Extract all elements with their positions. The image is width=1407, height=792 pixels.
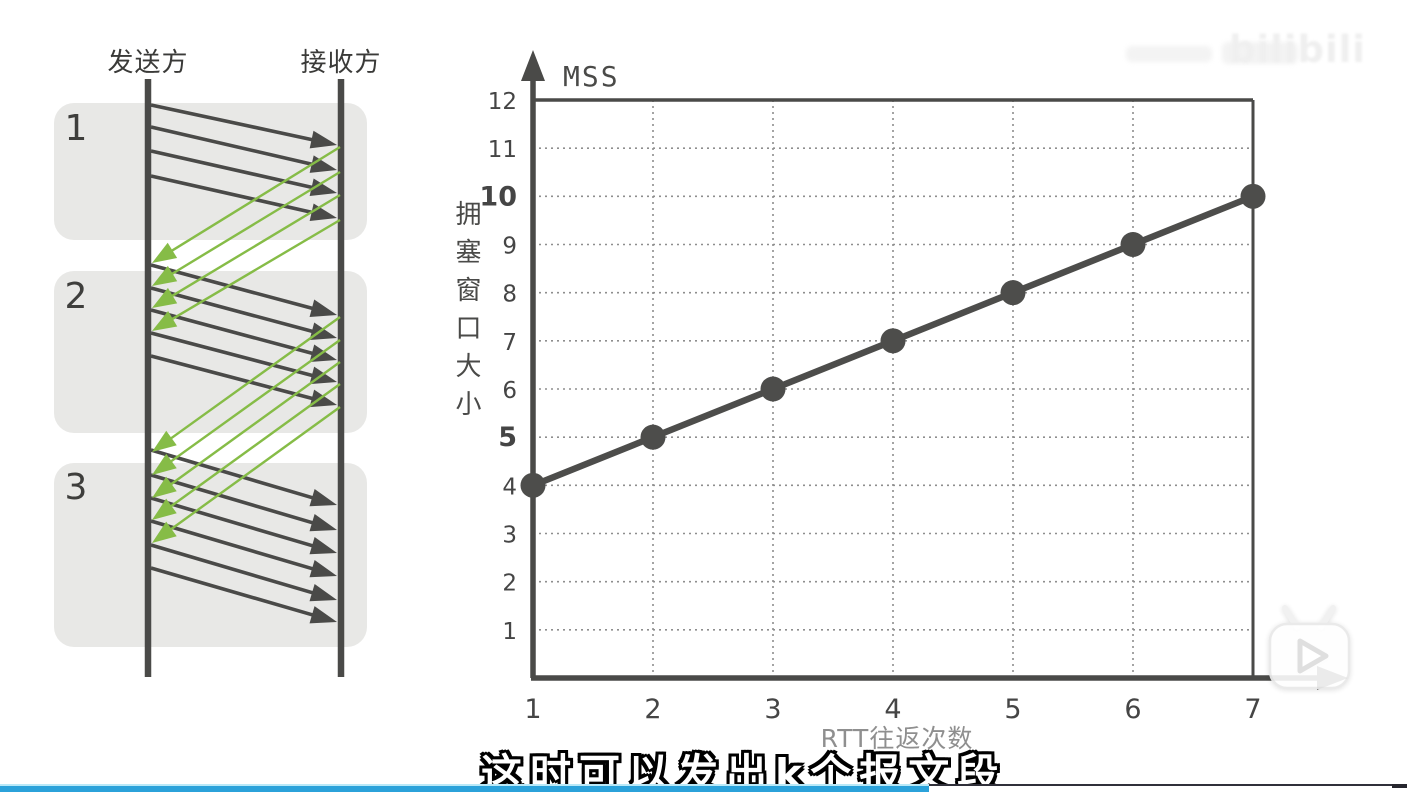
round-label-1: 1 <box>65 108 88 149</box>
y-tick-label: 2 <box>502 571 517 597</box>
segment-arrow-head <box>309 389 337 408</box>
segment-arrow <box>150 496 315 548</box>
segment-arrow <box>150 286 315 334</box>
segment-arrow <box>150 331 315 378</box>
y-tick-label: 9 <box>502 234 517 260</box>
x-tick-label: 3 <box>764 694 781 725</box>
ack-arrow <box>169 316 341 441</box>
data-point-x5 <box>1000 280 1026 306</box>
ack-arrow <box>170 218 341 321</box>
segment-arrow-head <box>309 488 337 507</box>
ack-arrow-head <box>152 521 177 543</box>
receiver-header: 接收方 <box>300 48 382 78</box>
segment-arrow <box>150 354 315 401</box>
segment-arrow-head <box>309 178 337 197</box>
segment-arrow-head <box>309 322 337 340</box>
y-tick-label: 3 <box>502 523 517 549</box>
video-progress-bar[interactable] <box>0 784 1407 792</box>
ack-arrow <box>169 339 341 464</box>
segment-arrow-head <box>309 606 337 624</box>
segment-arrow <box>150 263 315 311</box>
sequence-diagram: 1 2 3 <box>54 79 367 677</box>
ack-arrow-head <box>152 453 177 475</box>
y-tick-label: 12 <box>488 89 517 115</box>
segment-arrow-head <box>309 513 337 532</box>
data-point-x1 <box>520 472 546 498</box>
round-box-3 <box>54 463 367 647</box>
segment-arrow-head <box>309 155 337 173</box>
ack-arrow-head <box>152 430 177 452</box>
x-tick-label: 6 <box>1124 694 1141 725</box>
ack-arrow-head <box>152 311 178 331</box>
segment-arrow <box>150 103 314 142</box>
y-tick-label: 5 <box>498 422 517 453</box>
y-tick-label: 4 <box>502 474 517 500</box>
y-axis-arrow-icon <box>521 50 545 81</box>
data-point-x3 <box>760 376 786 402</box>
y-tick-label: 7 <box>502 330 517 356</box>
ack-arrow-head <box>152 498 177 520</box>
y-tick-label: 6 <box>502 378 517 404</box>
y-axis-title: 拥塞窗口大小 <box>451 200 481 428</box>
data-point-x2 <box>640 424 666 450</box>
segment-arrow <box>150 519 315 571</box>
ack-arrow-head <box>152 265 178 286</box>
sender-header: 发送方 <box>107 48 189 78</box>
ack-arrow <box>170 193 341 298</box>
y-tick-label: 10 <box>479 181 517 212</box>
y-tick-label: 11 <box>488 137 517 163</box>
segment-arrow-head <box>309 130 337 149</box>
ack-arrow <box>169 383 341 509</box>
segment-arrow-head <box>309 559 337 578</box>
segment-arrow <box>150 543 315 595</box>
ack-arrow-head <box>152 476 177 498</box>
round-label-3: 3 <box>65 467 88 508</box>
segment-arrow <box>150 125 315 167</box>
segment-arrow-head <box>309 536 337 555</box>
segment-arrow <box>150 174 314 215</box>
progress-end-cap <box>1392 784 1407 788</box>
x-tick-label: 4 <box>884 694 901 725</box>
x-tick-label: 1 <box>524 694 541 725</box>
x-tick-label: 2 <box>644 694 661 725</box>
y-tick-label: 1 <box>502 619 517 645</box>
segment-arrow-head <box>309 583 337 602</box>
ack-arrow <box>169 406 341 532</box>
play-triangle-icon <box>1297 638 1329 674</box>
ack-arrow-head <box>152 287 178 308</box>
segment-arrow-head <box>309 299 337 317</box>
x-axis-title: RTT往返次数 <box>820 724 974 753</box>
ack-arrow <box>169 361 341 487</box>
segment-arrow <box>150 473 315 525</box>
segment-arrow <box>150 566 315 618</box>
data-point-x7 <box>1240 183 1266 209</box>
y-tick-label: 8 <box>502 282 517 308</box>
progress-watched-segment[interactable] <box>0 784 929 792</box>
progress-remaining-track[interactable] <box>928 784 1407 787</box>
bilibili-tv-icon <box>1268 605 1351 690</box>
segment-arrow <box>150 308 315 356</box>
data-point-x6 <box>1120 232 1146 257</box>
x-tick-label: 5 <box>1004 694 1021 725</box>
y-axis-unit-label: MSS <box>563 60 620 93</box>
ack-arrow <box>170 170 341 276</box>
x-tick-label: 7 <box>1244 694 1261 725</box>
segment-arrow <box>150 448 315 500</box>
ack-arrow-head <box>152 242 178 263</box>
round-label-2: 2 <box>65 276 88 317</box>
ack-arrow <box>170 145 341 253</box>
segment-arrow <box>150 149 314 190</box>
data-point-x4 <box>880 328 906 354</box>
